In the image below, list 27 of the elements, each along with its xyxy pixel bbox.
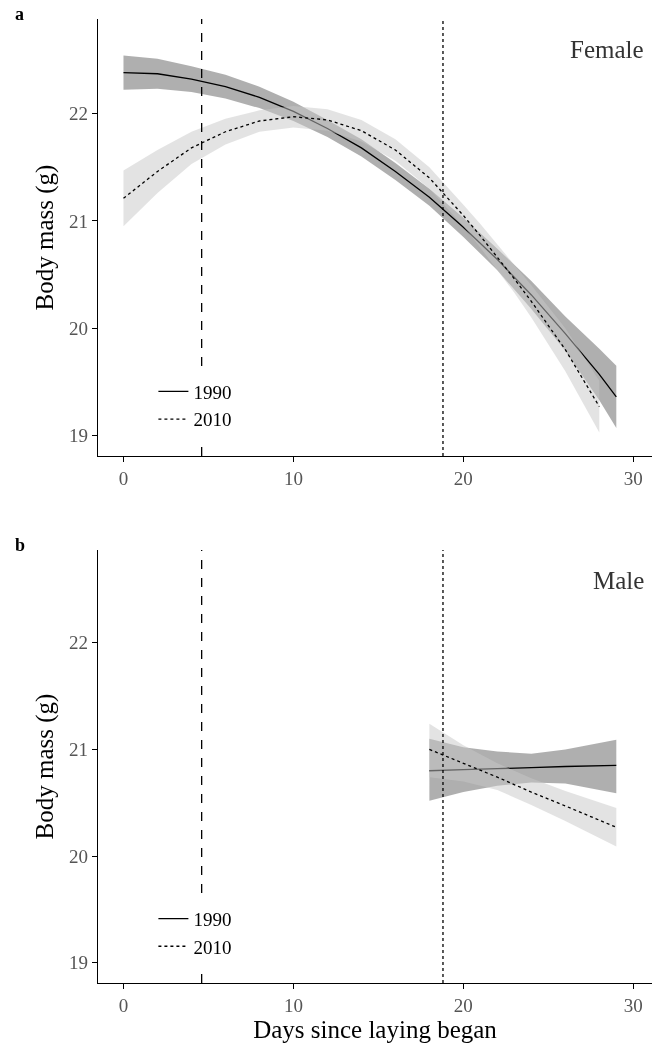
x-tick-label: 30: [623, 467, 643, 489]
legend-label: 2010: [193, 936, 232, 958]
x-tick-label: 20: [453, 994, 473, 1016]
x-tick-label: 30: [623, 994, 643, 1016]
y-tick-label: 22: [69, 103, 89, 125]
y-tick-label: 19: [69, 952, 89, 974]
x-tick-label: 10: [283, 994, 303, 1016]
x-tick-label: 0: [118, 467, 129, 489]
x-tick-label: 20: [453, 467, 473, 489]
y-tick-label: 21: [69, 739, 89, 761]
y-tick-label: 21: [69, 210, 89, 232]
legend-label: 1990: [193, 381, 232, 403]
legend-label: 2010: [193, 409, 232, 431]
chart-title: a: [15, 4, 24, 24]
legend-label: 1990: [193, 908, 232, 930]
annotation: Female: [570, 36, 644, 63]
y-axis-title: Body mass (g): [30, 693, 59, 840]
y-tick-label: 19: [69, 425, 89, 447]
y-tick-label: 22: [69, 632, 89, 654]
y-tick-label: 20: [69, 317, 89, 339]
x-tick-label: 10: [283, 467, 303, 489]
chart-title: b: [15, 535, 26, 555]
x-tick-label: 0: [118, 994, 129, 1016]
annotation: Male: [593, 567, 645, 594]
y-axis-title: Body mass (g): [30, 164, 59, 311]
x-axis-title: Days since laying began: [253, 1015, 498, 1043]
y-tick-label: 20: [69, 845, 89, 867]
